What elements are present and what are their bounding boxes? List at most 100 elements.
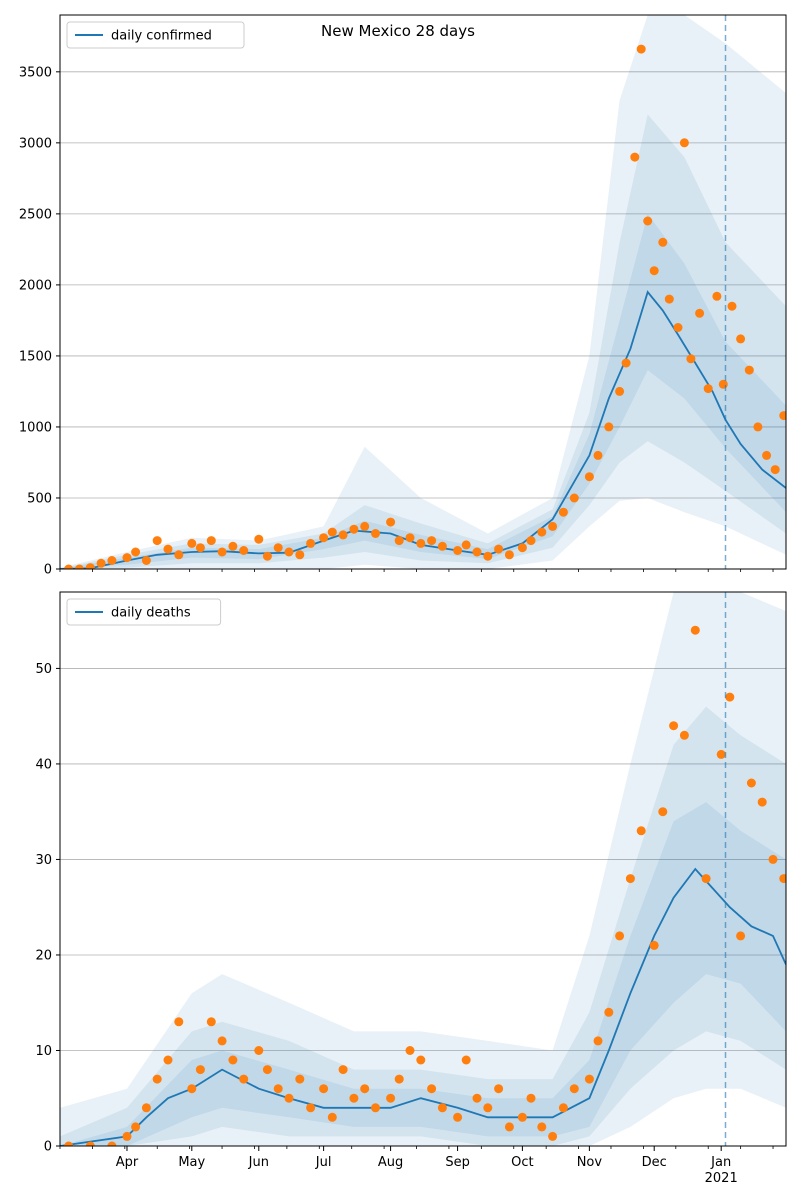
y-tick-label: 3000 bbox=[19, 136, 52, 151]
data-point bbox=[537, 1122, 547, 1132]
data-point bbox=[673, 323, 683, 332]
confidence-band-outer bbox=[60, 15, 786, 569]
data-point bbox=[658, 807, 668, 817]
scatter-points bbox=[64, 44, 786, 569]
data-point bbox=[762, 450, 772, 460]
data-point bbox=[338, 1065, 348, 1075]
data-point bbox=[131, 1122, 141, 1132]
data-point bbox=[85, 563, 95, 569]
data-point bbox=[615, 386, 625, 396]
data-point bbox=[593, 1036, 603, 1046]
data-point bbox=[658, 237, 668, 247]
data-point bbox=[74, 564, 84, 569]
data-point bbox=[494, 544, 504, 554]
data-point bbox=[273, 1084, 283, 1094]
data-point bbox=[187, 538, 197, 548]
data-point bbox=[744, 365, 754, 375]
data-point bbox=[371, 1103, 380, 1113]
data-point bbox=[262, 1065, 272, 1075]
data-point bbox=[768, 854, 778, 864]
data-point bbox=[394, 536, 404, 546]
data-point bbox=[686, 354, 696, 364]
data-point bbox=[405, 1046, 415, 1055]
data-point bbox=[319, 533, 329, 543]
data-point bbox=[569, 1084, 579, 1094]
data-point bbox=[548, 1131, 558, 1141]
data-point bbox=[141, 1103, 151, 1113]
data-point bbox=[725, 692, 735, 702]
data-point bbox=[604, 1007, 614, 1017]
confidence-band-outer bbox=[60, 592, 786, 1146]
data-point bbox=[437, 1103, 447, 1113]
data-point bbox=[526, 536, 536, 546]
data-point bbox=[152, 1074, 162, 1084]
data-point bbox=[716, 749, 726, 759]
data-point bbox=[779, 874, 786, 884]
data-point bbox=[386, 517, 396, 527]
y-tick-label: 40 bbox=[35, 757, 52, 772]
data-point bbox=[254, 1046, 264, 1055]
data-point bbox=[122, 1131, 132, 1141]
legend-box bbox=[66, 21, 245, 49]
data-point bbox=[537, 527, 547, 537]
data-point bbox=[746, 778, 756, 788]
legend: daily deaths bbox=[66, 598, 222, 626]
x-tick-label: Jun bbox=[248, 1155, 269, 1170]
data-point bbox=[295, 550, 305, 560]
data-point bbox=[727, 301, 737, 311]
data-point bbox=[152, 536, 162, 546]
series-line-daily-confirmed bbox=[60, 290, 786, 569]
data-point bbox=[593, 450, 603, 460]
data-point bbox=[239, 1074, 249, 1084]
data-point bbox=[453, 1112, 463, 1122]
data-point bbox=[548, 521, 558, 531]
legend-box bbox=[66, 598, 222, 626]
data-point bbox=[461, 540, 471, 550]
data-point bbox=[327, 1112, 337, 1122]
panel-deaths: 0 10 20 30 40 50 Apr May Jun Jul Aug Sep Oct Nov Dec Ja… bbox=[35, 591, 787, 1186]
legend-label: daily deaths bbox=[111, 606, 191, 621]
y-tick-label: 20 bbox=[35, 948, 52, 963]
gridlines bbox=[60, 71, 786, 499]
data-point bbox=[770, 465, 780, 475]
confidence-band-mid bbox=[60, 114, 786, 569]
data-point bbox=[319, 1084, 329, 1094]
data-point bbox=[122, 553, 132, 563]
data-point bbox=[703, 384, 713, 394]
data-point bbox=[558, 507, 568, 517]
y-tick-label: 50 bbox=[35, 662, 52, 677]
data-point bbox=[736, 334, 746, 344]
axes-frame bbox=[59, 14, 787, 570]
data-point bbox=[664, 294, 674, 304]
data-point bbox=[453, 546, 463, 555]
plot-area bbox=[60, 592, 786, 1146]
chart-title: New Mexico 28 days bbox=[321, 22, 475, 40]
x-tick-label: Aug bbox=[378, 1155, 403, 1170]
y-tick-label: 500 bbox=[27, 491, 52, 506]
data-point bbox=[461, 1055, 471, 1065]
gridlines bbox=[60, 668, 786, 1051]
data-point bbox=[254, 534, 264, 544]
data-point bbox=[558, 1103, 568, 1113]
data-point bbox=[472, 1093, 482, 1103]
scatter-points bbox=[64, 625, 786, 1146]
data-point bbox=[228, 541, 238, 551]
data-point bbox=[753, 422, 763, 432]
data-point bbox=[64, 1141, 74, 1146]
data-point bbox=[107, 1141, 117, 1146]
x-tick-label: Apr bbox=[116, 1155, 139, 1170]
x-tick-label: Nov bbox=[577, 1155, 603, 1170]
x-axis bbox=[59, 569, 774, 572]
x-tick-label: May bbox=[178, 1155, 205, 1170]
x-tick-label: Oct bbox=[511, 1155, 533, 1170]
legend-label: daily confirmed bbox=[111, 29, 212, 44]
data-point bbox=[569, 493, 579, 503]
data-point bbox=[712, 291, 722, 301]
data-point bbox=[195, 543, 205, 553]
data-point bbox=[217, 547, 227, 557]
y-axis: 0 500 1000 1500 2000 2500 3000 3500 bbox=[19, 65, 60, 578]
x-tick-label: Jul bbox=[315, 1155, 332, 1170]
data-point bbox=[217, 1036, 227, 1046]
data-point bbox=[416, 1055, 426, 1065]
data-point bbox=[718, 379, 728, 389]
